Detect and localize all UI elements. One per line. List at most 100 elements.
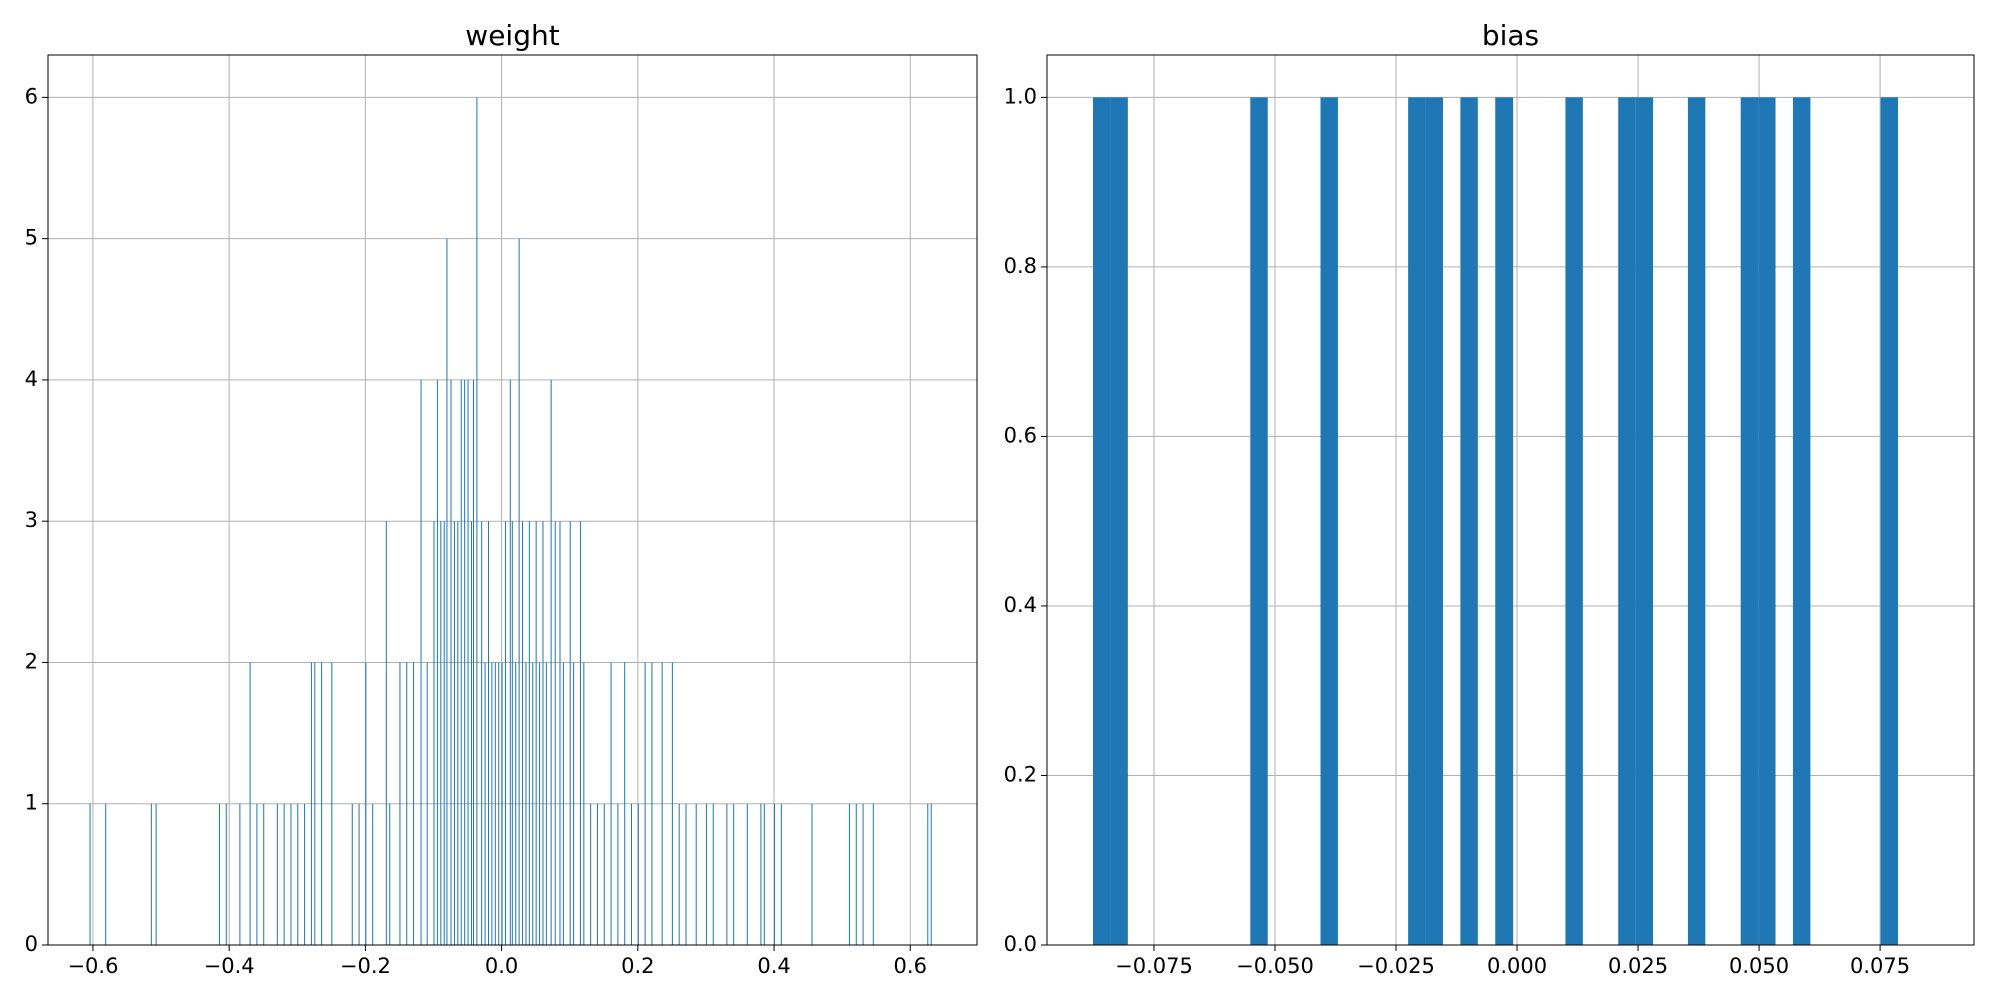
bar (1495, 97, 1514, 945)
bar (464, 379, 466, 945)
bar (283, 803, 285, 945)
bar (624, 662, 626, 945)
bar (501, 662, 503, 945)
bar (453, 521, 455, 945)
bar (481, 521, 483, 945)
y-tick-label: 0.6 (1004, 423, 1037, 447)
bar (525, 662, 527, 945)
bar (554, 521, 556, 945)
bar (472, 379, 474, 945)
bar (487, 521, 489, 945)
bar (1758, 97, 1776, 945)
bar (631, 803, 633, 945)
bar (539, 662, 541, 945)
bar (484, 662, 486, 945)
x-tick-label: −0.025 (1357, 954, 1435, 978)
bar (685, 803, 687, 945)
bar (406, 662, 408, 945)
y-tick-label: 6 (25, 84, 38, 108)
y-tick-label: 2 (25, 649, 38, 673)
bar (256, 803, 258, 945)
bar (1565, 97, 1583, 945)
bar (436, 379, 438, 945)
bar (518, 238, 520, 946)
bar (433, 521, 435, 945)
bar (535, 521, 537, 945)
bar (426, 662, 428, 945)
bar (413, 662, 415, 945)
bar (617, 803, 619, 945)
bar (218, 803, 220, 945)
x-tick-label: −0.075 (1115, 954, 1193, 978)
bar (460, 379, 462, 945)
bar (89, 803, 91, 945)
bar (494, 662, 496, 945)
bar (276, 803, 278, 945)
bar (927, 803, 929, 945)
bar (528, 521, 530, 945)
bar (678, 803, 680, 945)
bar (1880, 97, 1899, 945)
bar (760, 803, 762, 945)
bar (1408, 97, 1426, 945)
bar (872, 803, 874, 945)
x-tick-label: 0.025 (1608, 954, 1668, 978)
axes-frame (1046, 54, 1975, 946)
bar (603, 803, 605, 945)
bar (498, 662, 500, 945)
bar (522, 521, 524, 945)
bar (559, 521, 561, 945)
bar (399, 662, 401, 945)
bar (590, 803, 592, 945)
bar (651, 662, 653, 945)
y-tick-label: 0.2 (1004, 762, 1037, 786)
bar (440, 521, 442, 945)
bar (1460, 97, 1478, 945)
bar (515, 662, 517, 945)
x-tick-label: 0.2 (621, 954, 654, 978)
bar (372, 803, 374, 945)
bar (746, 803, 748, 945)
bar (637, 803, 639, 945)
x-tick-label: 0.4 (757, 954, 790, 978)
bar (225, 803, 227, 945)
y-tick-label: 1 (25, 791, 38, 815)
bar (1635, 97, 1654, 945)
bar (420, 379, 422, 945)
y-tick-label: 4 (25, 367, 38, 391)
bar (705, 803, 707, 945)
bar (1092, 97, 1111, 945)
bar (321, 662, 323, 945)
y-tick-label: 5 (25, 226, 38, 250)
bar (150, 803, 152, 945)
bar (780, 803, 782, 945)
bar (661, 662, 663, 945)
bar (763, 803, 765, 945)
bar (569, 521, 571, 945)
bar (583, 662, 585, 945)
bar (671, 662, 673, 945)
bar (467, 379, 469, 945)
y-tick-label: 3 (25, 508, 38, 532)
y-tick-label: 0 (25, 932, 38, 956)
bar (545, 662, 547, 945)
bar (365, 662, 367, 945)
bar (573, 662, 575, 945)
x-tick-label: −0.050 (1236, 954, 1314, 978)
bar (509, 379, 511, 945)
x-tick-label: 0.050 (1729, 954, 1789, 978)
bar (1110, 97, 1128, 945)
bar (774, 803, 776, 945)
bar (310, 662, 312, 945)
x-tick-label: −0.2 (340, 954, 391, 978)
bar (542, 521, 544, 945)
bar (358, 803, 360, 945)
bar (249, 662, 251, 945)
bar (610, 662, 612, 945)
chart-title: bias (1482, 19, 1539, 52)
bar (314, 662, 316, 945)
x-tick-label: −0.6 (67, 954, 118, 978)
bar (644, 662, 646, 945)
chart-title: weight (465, 19, 559, 52)
